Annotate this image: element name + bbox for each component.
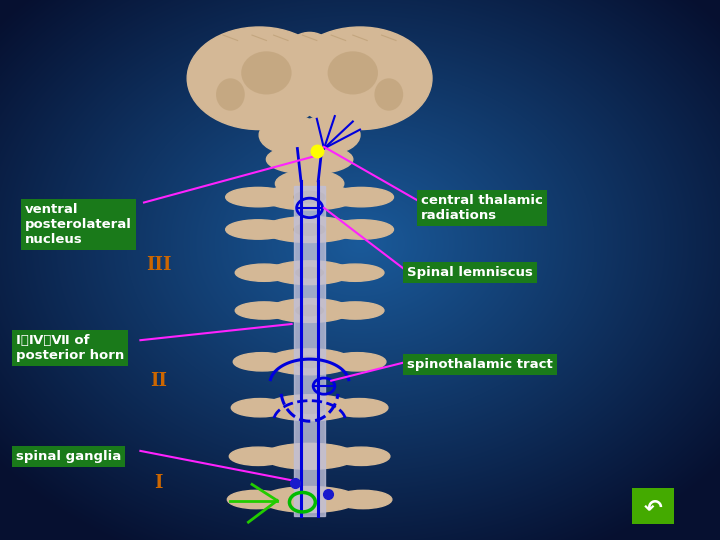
- Ellipse shape: [261, 487, 359, 512]
- Ellipse shape: [329, 187, 394, 207]
- Ellipse shape: [328, 353, 386, 371]
- Ellipse shape: [293, 223, 326, 236]
- Ellipse shape: [269, 299, 351, 322]
- Ellipse shape: [288, 27, 432, 130]
- Ellipse shape: [334, 490, 392, 509]
- Ellipse shape: [333, 447, 390, 465]
- Ellipse shape: [263, 443, 356, 469]
- Ellipse shape: [259, 116, 324, 154]
- Text: spinal ganglia: spinal ganglia: [16, 450, 121, 463]
- Ellipse shape: [294, 401, 325, 414]
- Ellipse shape: [235, 302, 293, 319]
- FancyBboxPatch shape: [632, 488, 675, 524]
- Bar: [294, 186, 325, 516]
- Ellipse shape: [266, 349, 353, 375]
- Ellipse shape: [326, 302, 384, 319]
- Ellipse shape: [269, 261, 351, 285]
- Text: Spinal lemniscus: Spinal lemniscus: [407, 266, 533, 279]
- Ellipse shape: [233, 353, 291, 371]
- Ellipse shape: [277, 32, 342, 113]
- Text: central thalamic
radiations: central thalamic radiations: [421, 194, 543, 222]
- Ellipse shape: [326, 264, 384, 281]
- Ellipse shape: [295, 116, 360, 154]
- Ellipse shape: [235, 264, 293, 281]
- Text: II: II: [150, 372, 167, 390]
- Ellipse shape: [263, 184, 356, 210]
- Text: III: III: [145, 255, 171, 274]
- Ellipse shape: [329, 220, 394, 239]
- Ellipse shape: [228, 490, 285, 509]
- Ellipse shape: [241, 51, 292, 94]
- Ellipse shape: [216, 78, 245, 111]
- Ellipse shape: [266, 144, 353, 174]
- Ellipse shape: [295, 305, 324, 316]
- Ellipse shape: [328, 51, 378, 94]
- Ellipse shape: [330, 399, 388, 417]
- Ellipse shape: [229, 447, 287, 465]
- Ellipse shape: [276, 170, 344, 197]
- Ellipse shape: [295, 267, 324, 279]
- Ellipse shape: [374, 78, 403, 111]
- Text: I、Ⅳ、Ⅶ of
posterior horn: I、Ⅳ、Ⅶ of posterior horn: [16, 334, 124, 362]
- Ellipse shape: [226, 220, 290, 239]
- Ellipse shape: [226, 187, 290, 207]
- Ellipse shape: [231, 399, 289, 417]
- Ellipse shape: [293, 191, 326, 204]
- Text: ↶: ↶: [644, 498, 662, 518]
- Text: ventral
posterolateral
nucleus: ventral posterolateral nucleus: [25, 202, 132, 246]
- Text: I: I: [154, 474, 163, 492]
- Ellipse shape: [294, 355, 325, 368]
- Ellipse shape: [265, 395, 355, 421]
- Ellipse shape: [263, 217, 356, 242]
- Text: spinothalamic tract: spinothalamic tract: [407, 358, 552, 371]
- Ellipse shape: [187, 27, 331, 130]
